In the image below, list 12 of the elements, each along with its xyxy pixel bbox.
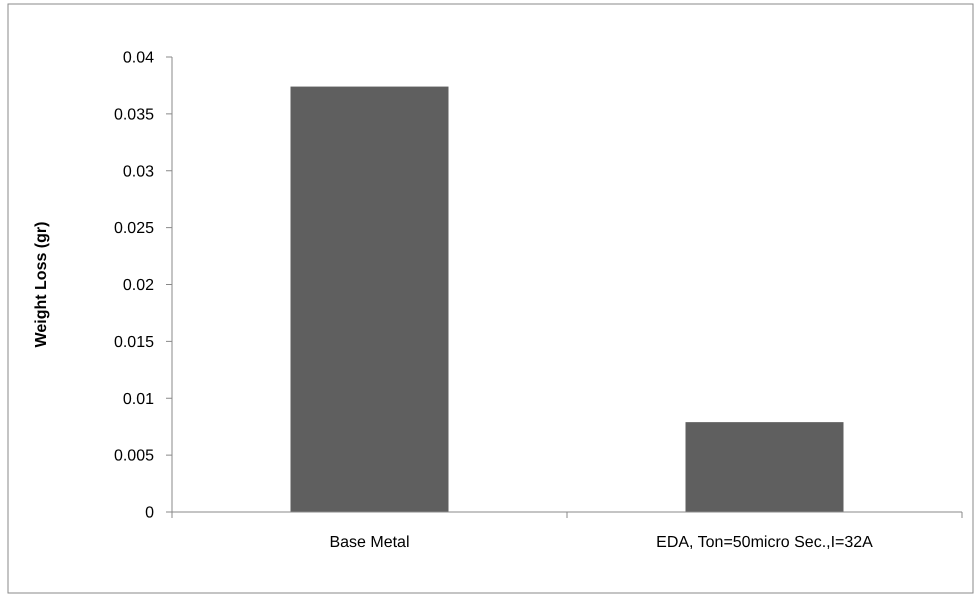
x-tick-label: Base Metal xyxy=(329,534,410,551)
y-axis-title: Weight Loss (gr) xyxy=(33,222,50,348)
y-tick-label: 0.01 xyxy=(122,390,154,408)
y-tick-label: 0.04 xyxy=(122,50,154,67)
y-tick-label: 0 xyxy=(145,504,154,522)
y-tick-label: 0.015 xyxy=(114,334,154,351)
y-tick-label: 0.02 xyxy=(122,277,154,294)
y-tick-label: 0.005 xyxy=(114,448,154,465)
y-tick-label: 0.03 xyxy=(122,163,154,180)
y-tick-label: 0.035 xyxy=(114,106,154,124)
x-tick-label: EDA, Ton=50micro Sec.,I=32A xyxy=(656,534,874,551)
y-tick-label: 0.025 xyxy=(114,220,154,238)
